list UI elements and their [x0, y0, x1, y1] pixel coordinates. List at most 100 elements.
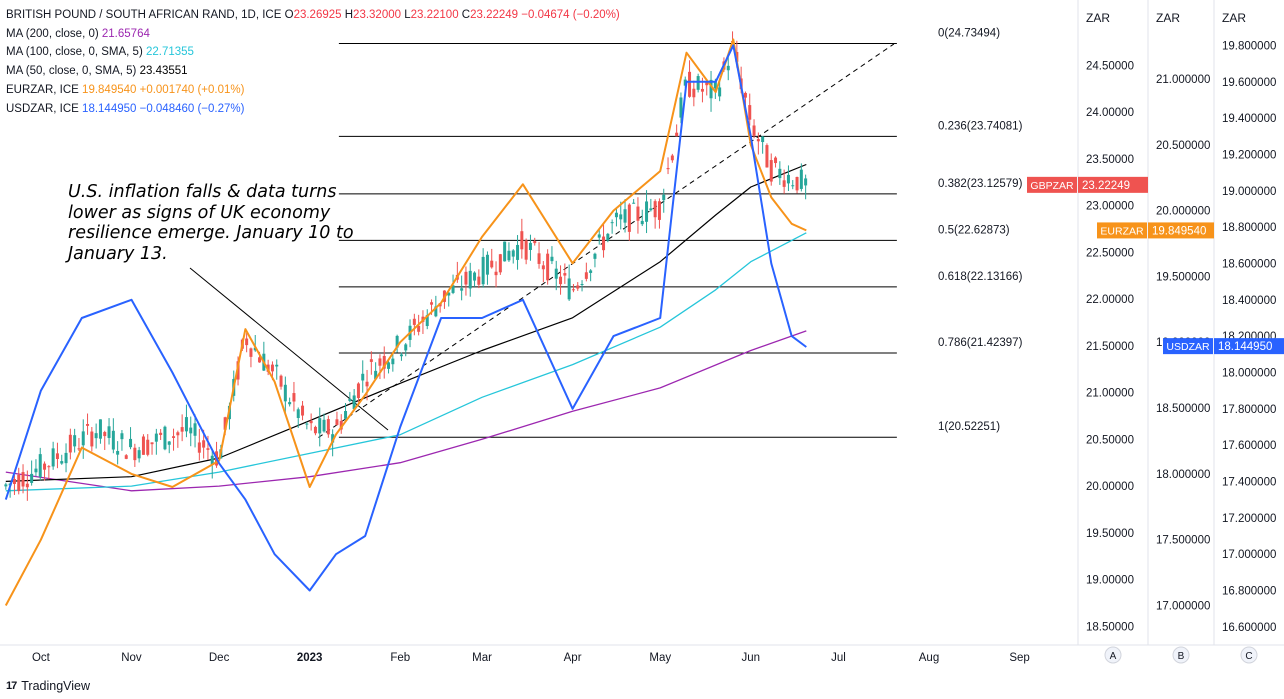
ma100-line — [5, 232, 807, 492]
time-tick: Jul — [831, 652, 846, 664]
legend-low-value: 23.22100 — [410, 9, 459, 21]
candle-body — [563, 273, 567, 276]
price-badge-value-gbpzar: 23.22249 — [1082, 180, 1130, 192]
candle-body — [77, 448, 81, 450]
tradingview-footer[interactable]: 17 TradingView — [6, 679, 90, 693]
scale-button-label-c: C — [1245, 651, 1252, 662]
time-tick: Nov — [121, 652, 142, 664]
gbpzar-candle — [645, 190, 649, 234]
gbpzar-candle — [180, 414, 184, 442]
candle-body — [524, 240, 528, 260]
scale-tick-b: 20.000000 — [1156, 206, 1210, 218]
time-tick: Aug — [919, 652, 939, 664]
gbpzar-candle — [387, 360, 391, 374]
candle-body — [636, 206, 640, 221]
candle-body — [627, 204, 631, 232]
legend-eurzar-row[interactable]: EURZAR, ICE 19.849540 +0.001740 (+0.01%) — [6, 81, 620, 100]
candle-body — [709, 79, 713, 99]
gbpzar-candle — [632, 199, 636, 204]
legend-ma50-row[interactable]: MA (50, close, 0, SMA, 5) 23.43551 — [6, 62, 620, 81]
candle-body — [154, 433, 158, 442]
gbpzar-candle — [640, 209, 644, 227]
scale-tick-a: 23.00000 — [1086, 201, 1134, 213]
gbpzar-candle — [94, 423, 98, 449]
candle-body — [593, 253, 597, 259]
legend-ma50-label: MA (50, close, 0, SMA, 5) — [6, 65, 137, 78]
scale-tick-a: 19.50000 — [1086, 528, 1134, 540]
candle-body — [778, 168, 782, 179]
gbpzar-candle — [533, 237, 537, 246]
candle-body — [180, 427, 184, 432]
legend-symbol-row: BRITISH POUND / SOUTH AFRICAN RAND, 1D, … — [6, 6, 620, 25]
candle-body — [679, 97, 683, 118]
gbpzar-candle — [507, 242, 511, 262]
candle-body — [369, 359, 373, 362]
candle-body — [412, 318, 416, 325]
series-tag-usdzar — [1163, 338, 1213, 355]
candle-body — [559, 276, 563, 285]
candle-body — [494, 271, 498, 276]
price-badge-value-usdzar: 18.144950 — [1218, 341, 1272, 353]
gbpzar-candle — [636, 197, 640, 234]
candle-body — [537, 253, 541, 264]
candle-body — [481, 256, 485, 285]
gbpzar-candle — [490, 248, 494, 269]
legend-ma100-row[interactable]: MA (100, close, 0, SMA, 5) 22.71355 — [6, 43, 620, 62]
gbpzar-candle — [344, 403, 348, 422]
candle-body — [146, 439, 150, 455]
legend-usdzar-label: USDZAR, ICE — [6, 102, 79, 115]
fib-level-label: 0.382(23.12579) — [938, 178, 1023, 190]
legend-ma200-row[interactable]: MA (200, close, 0) 21.65764 — [6, 25, 620, 44]
candle-body — [748, 105, 752, 120]
gbpzar-candle — [17, 467, 21, 495]
candle-body — [107, 426, 111, 438]
candle-body — [301, 405, 305, 416]
gbpzar-candle — [64, 443, 68, 473]
candle-body — [4, 484, 8, 487]
candle-body — [189, 427, 193, 434]
candle-body — [765, 145, 769, 168]
scale-tick-a: 20.00000 — [1086, 481, 1134, 493]
gbpzar-candle — [778, 161, 782, 185]
scale-button-label-a: A — [1110, 651, 1117, 662]
scale-button-label-b: B — [1178, 651, 1185, 662]
candle-body — [451, 285, 455, 293]
candle-body — [163, 426, 167, 450]
candle-body — [361, 373, 365, 381]
candle-body — [606, 233, 610, 241]
gbpzar-candle — [326, 415, 330, 438]
gbpzar-candle — [576, 282, 580, 291]
candle-body — [718, 87, 722, 97]
gbpzar-candle — [361, 360, 365, 393]
candle-body — [25, 483, 29, 488]
gbpzar-candle — [614, 207, 618, 227]
candle-body — [374, 370, 378, 380]
candle-body — [30, 473, 34, 483]
gbpzar-candle — [468, 262, 472, 297]
gbpzar-candle — [563, 263, 567, 284]
legend-usdzar-row[interactable]: USDZAR, ICE 18.144950 −0.048460 (−0.27%) — [6, 100, 620, 119]
series-tag-label-usdzar: USDZAR — [1166, 341, 1210, 353]
legend-usdzar-value: 18.144950 −0.048460 (−0.27%) — [82, 102, 245, 115]
candle-body — [202, 440, 206, 448]
gbpzar-candle — [279, 374, 283, 390]
gbpzar-candle — [571, 283, 575, 293]
legend-eurzar-value: 19.849540 +0.001740 (+0.01%) — [82, 83, 245, 96]
candle-body — [571, 289, 575, 291]
candle-body — [752, 125, 756, 136]
candle-body — [150, 442, 154, 445]
gbpzar-candle — [382, 346, 386, 379]
gbpzar-candle — [30, 460, 34, 486]
series-tag-label-gbpzar: GBPZAR — [1030, 180, 1074, 192]
gbpzar-candle — [692, 80, 696, 107]
chart-annotation[interactable]: U.S. inflation falls & data turns lower … — [68, 182, 354, 264]
fib-level-label: 1(20.52251) — [938, 421, 1000, 433]
candle-body — [430, 302, 434, 305]
candle-body — [675, 132, 679, 137]
tradingview-brand: TradingView — [21, 679, 91, 693]
gbpzar-candle — [47, 465, 51, 480]
series-tag-gbpzar — [1027, 176, 1077, 193]
gbpzar-candle — [150, 442, 154, 455]
gbpzar-candle — [356, 382, 360, 403]
